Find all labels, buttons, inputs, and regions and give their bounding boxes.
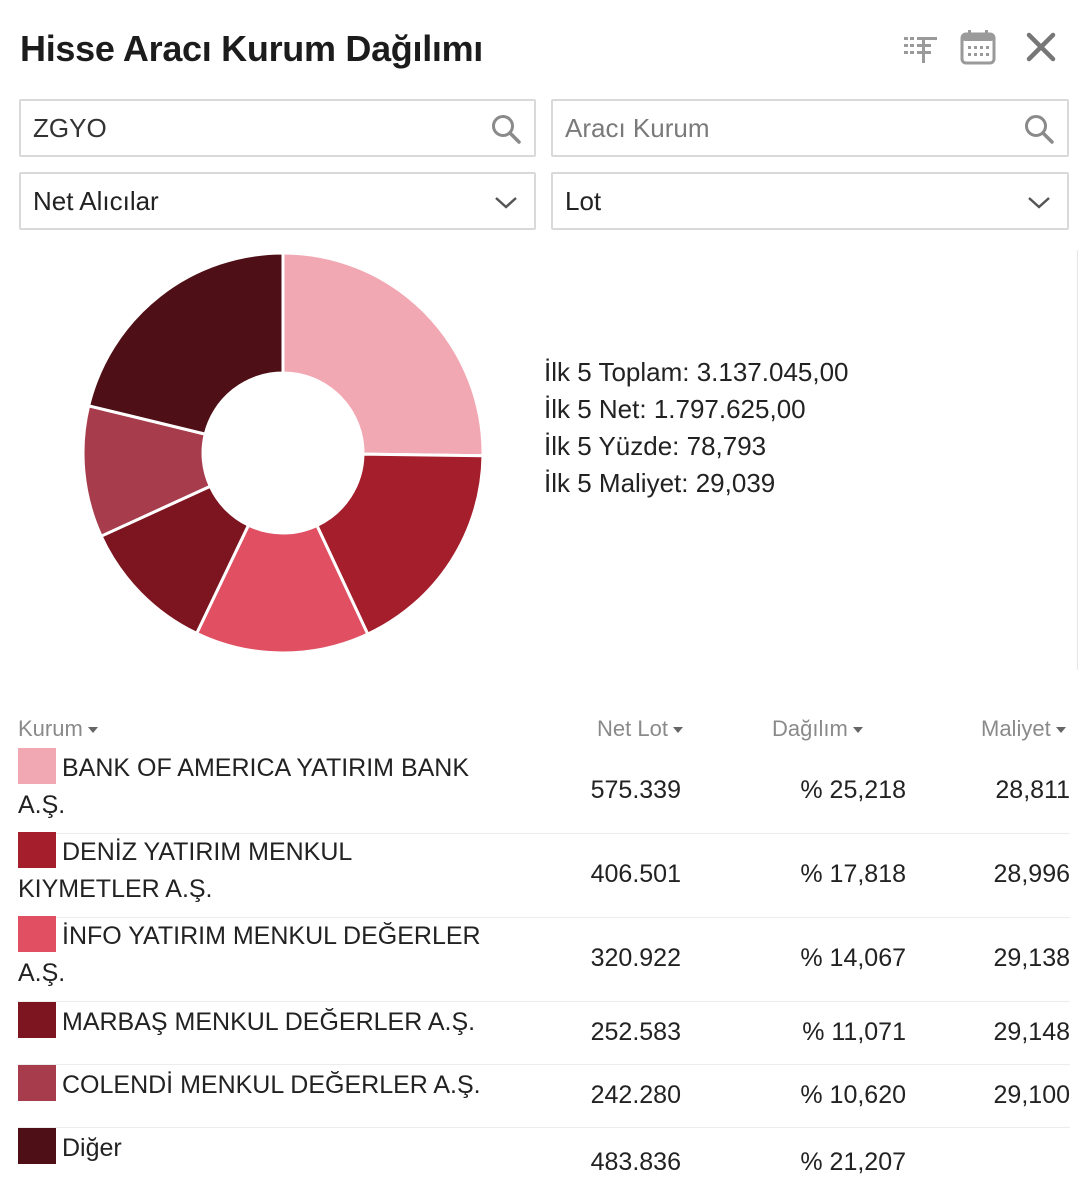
dagilim-value: % 25,218 (800, 776, 906, 804)
header: Hisse Aracı Kurum Dağılımı (20, 22, 1065, 78)
unit-select[interactable]: Lot (551, 172, 1069, 230)
close-icon[interactable] (1020, 26, 1062, 68)
table-row[interactable]: MARBAŞ MENKUL DEĞERLER A.Ş. 252.583 % 11,0… (18, 1002, 1070, 1065)
color-swatch (18, 916, 56, 952)
chevron-down-icon (1028, 197, 1050, 209)
donut-chart (81, 251, 485, 655)
broker-name: İNFO YATIRIM MENKUL DEĞERLER A.Ş. (18, 916, 488, 992)
donut-slice[interactable] (87, 251, 285, 436)
table-row[interactable]: COLENDİ MENKUL DEĞERLER A.Ş. 242.280 % 10,… (18, 1065, 1070, 1128)
symbol-search-input[interactable] (21, 101, 534, 155)
table-row[interactable]: BANK OF AMERICA YATIRIM BANK A.Ş. 575.339… (18, 748, 1070, 834)
sort-caret-icon (852, 727, 863, 734)
donut-slice[interactable] (281, 251, 485, 458)
search-icon[interactable] (1023, 113, 1055, 145)
col-header-dagilim[interactable]: Dağılım (772, 716, 863, 742)
stat-maliyet: İlk 5 Maliyet: 29,039 (544, 468, 776, 498)
net-lot-value: 242.280 (590, 1080, 681, 1109)
col-header-kurum[interactable]: Kurum (18, 716, 98, 742)
table-body: BANK OF AMERICA YATIRIM BANK A.Ş. 575.339… (18, 748, 1070, 1198)
donut-slice[interactable] (315, 452, 485, 636)
maliyet-value: 29,138 (993, 944, 1070, 972)
sort-caret-icon (1055, 727, 1066, 734)
color-swatch (18, 1128, 56, 1164)
donut-slice[interactable] (195, 523, 370, 655)
sort-caret-icon (87, 727, 98, 734)
divider (1077, 250, 1078, 670)
broker-name-text: Diğer (62, 1134, 122, 1162)
broker-search-input[interactable] (553, 101, 1067, 155)
unit-select-value: Lot (565, 186, 602, 216)
maliyet-value: 29,100 (993, 1080, 1070, 1109)
dagilim-value: % 10,620 (800, 1080, 906, 1109)
chevron-down-icon (495, 197, 517, 209)
mode-select-value: Net Alıcılar (33, 186, 159, 216)
broker-name: Diğer (18, 1128, 488, 1167)
dagilim-value: % 14,067 (800, 944, 906, 972)
color-swatch (18, 832, 56, 868)
table-row[interactable]: Diğer 483.836 % 21,207 (18, 1128, 1070, 1198)
mode-select[interactable]: Net Alıcılar (19, 172, 536, 230)
broker-name-text: COLENDİ MENKUL DEĞERLER A.Ş. (62, 1071, 481, 1099)
dagilim-value: % 21,207 (800, 1148, 906, 1176)
sort-caret-icon (672, 727, 683, 734)
table-row[interactable]: İNFO YATIRIM MENKUL DEĞERLER A.Ş. 320.922… (18, 916, 1070, 1002)
dagilim-value: % 17,818 (800, 860, 906, 888)
table-header: Kurum Net Lot Dağılım Maliyet (18, 712, 1070, 750)
page-title: Hisse Aracı Kurum Dağılımı (20, 28, 484, 69)
col-header-net-lot[interactable]: Net Lot (597, 716, 683, 742)
stat-toplam: İlk 5 Toplam: 3.137.045,00 (544, 357, 849, 387)
stats-summary: İlk 5 Toplam: 3.137.045,00 İlk 5 Net: 1.… (544, 354, 849, 502)
symbol-search-field[interactable] (19, 99, 536, 157)
color-swatch (18, 748, 56, 784)
calendar-icon[interactable] (957, 26, 999, 68)
maliyet-value: 28,811 (995, 776, 1070, 804)
net-lot-value: 320.922 (590, 944, 681, 972)
table-row[interactable]: DENİZ YATIRIM MENKUL KIYMETLER A.Ş. 406.5… (18, 832, 1070, 918)
maliyet-value: 28,996 (993, 860, 1070, 888)
net-lot-value: 406.501 (590, 860, 681, 888)
dagilim-value: % 11,071 (802, 1017, 906, 1046)
color-swatch (18, 1002, 56, 1038)
net-lot-value: 483.836 (590, 1148, 681, 1176)
net-lot-value: 575.339 (590, 776, 681, 804)
broker-name: MARBAŞ MENKUL DEĞERLER A.Ş. (18, 1002, 488, 1041)
column-settings-icon[interactable] (900, 26, 942, 68)
broker-name: BANK OF AMERICA YATIRIM BANK A.Ş. (18, 748, 488, 824)
broker-table: Kurum Net Lot Dağılım Maliyet BANK OF AM… (18, 712, 1070, 1198)
maliyet-value: 29,148 (993, 1017, 1070, 1046)
broker-name: COLENDİ MENKUL DEĞERLER A.Ş. (18, 1065, 488, 1104)
broker-name: DENİZ YATIRIM MENKUL KIYMETLER A.Ş. (18, 832, 488, 908)
search-icon[interactable] (490, 113, 522, 145)
broker-name-text: MARBAŞ MENKUL DEĞERLER A.Ş. (62, 1008, 476, 1036)
color-swatch (18, 1065, 56, 1101)
broker-search-field[interactable] (551, 99, 1069, 157)
chart-area: İlk 5 Toplam: 3.137.045,00 İlk 5 Net: 1.… (20, 250, 1080, 670)
stat-yuzde: İlk 5 Yüzde: 78,793 (544, 431, 767, 461)
broker-name-text: DENİZ YATIRIM MENKUL KIYMETLER A.Ş. (18, 838, 352, 903)
stat-net: İlk 5 Net: 1.797.625,00 (544, 394, 806, 424)
col-header-maliyet[interactable]: Maliyet (981, 716, 1066, 742)
broker-name-text: İNFO YATIRIM MENKUL DEĞERLER A.Ş. (18, 922, 481, 987)
net-lot-value: 252.583 (590, 1017, 681, 1046)
broker-name-text: BANK OF AMERICA YATIRIM BANK A.Ş. (18, 754, 470, 819)
